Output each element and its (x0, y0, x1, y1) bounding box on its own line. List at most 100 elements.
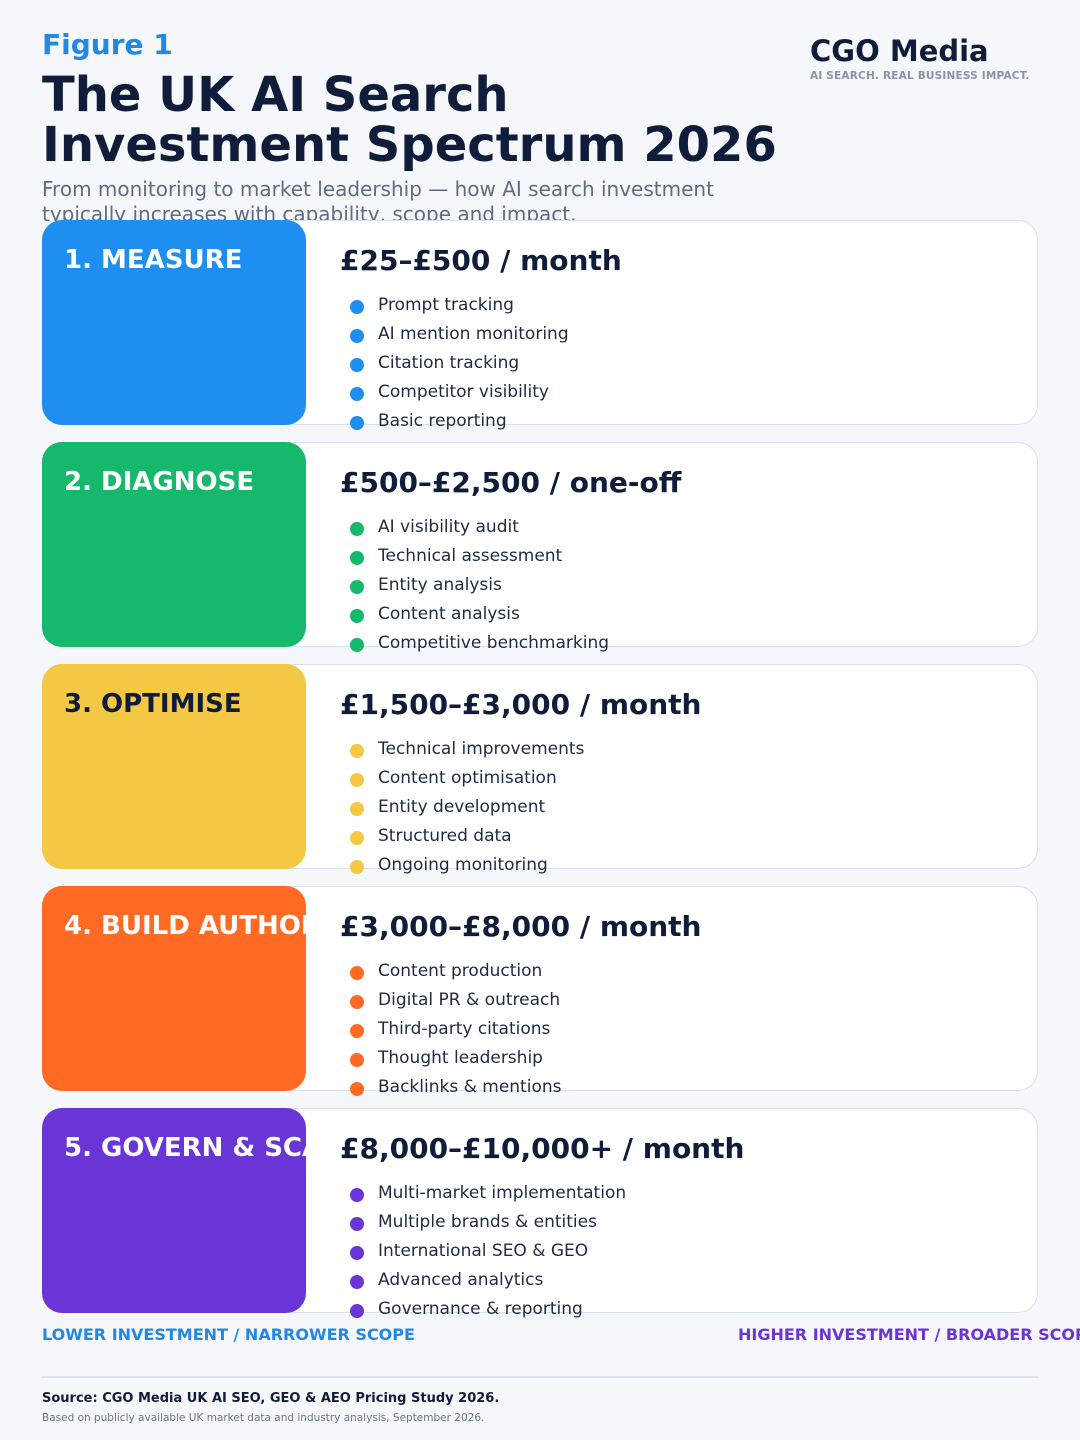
tier-feature-item: Third-party citations (350, 1014, 561, 1043)
bullet-dot-icon (350, 1023, 364, 1038)
tier-label: 1. MEASURE (64, 245, 243, 275)
bullet-dot-icon (350, 299, 364, 314)
tier-price: £25–£500 / month (340, 244, 622, 277)
tier-feature-text: Multi-market implementation (378, 1182, 627, 1203)
tier-feature-item: Advanced analytics (350, 1265, 626, 1294)
tier-price: £3,000–£8,000 / month (340, 910, 702, 943)
brand-logo: CGO Media AI SEARCH. REAL BUSINESS IMPAC… (810, 34, 1030, 82)
tier-label: 4. BUILD AUTHORITY (64, 911, 306, 941)
tier-feature-text: Entity analysis (378, 574, 502, 595)
footer-divider (42, 1376, 1038, 1378)
tier-price: £1,500–£3,000 / month (340, 688, 702, 721)
tier-feature-text: Prompt tracking (378, 294, 514, 315)
source-note: Source: CGO Media UK AI SEO, GEO & AEO P… (42, 1391, 500, 1406)
tier-feature-item: Entity analysis (350, 570, 609, 599)
tier-feature-text: Technical improvements (378, 738, 585, 759)
tier-feature-item: Prompt tracking (350, 290, 569, 319)
tier-feature-item: Competitive benchmarking (350, 628, 609, 657)
tier-feature-text: Citation tracking (378, 352, 520, 373)
scale-high-label: HIGHER INVESTMENT / BROADER SCOPE (738, 1325, 1080, 1344)
bullet-dot-icon (350, 743, 364, 758)
tier-color-tile: 1. MEASURE (42, 220, 306, 425)
bullet-dot-icon (350, 521, 364, 536)
tier-feature-item: Basic reporting (350, 406, 569, 435)
methodology-note: Based on publicly available UK market da… (42, 1412, 485, 1424)
tier-feature-text: AI mention monitoring (378, 323, 569, 344)
tier-card: 1. MEASURE £25–£500 / month Prompt trackin… (42, 220, 1038, 431)
tier-feature-item: Technical assessment (350, 541, 609, 570)
scale-low-label: LOWER INVESTMENT / NARROWER SCOPE (42, 1325, 415, 1344)
tier-feature-item: Entity development (350, 792, 584, 821)
tier-price: £8,000–£10,000+ / month (340, 1132, 745, 1165)
tier-feature-text: Third-party citations (378, 1018, 551, 1039)
tier-feature-item: Multiple brands & entities (350, 1207, 626, 1236)
tier-feature-item: Thought leadership (350, 1043, 561, 1072)
brand-tagline: AI SEARCH. REAL BUSINESS IMPACT. (810, 70, 1030, 82)
tier-feature-list: Prompt tracking AI mention monitoring Cita… (350, 290, 569, 435)
tier-card: 4. BUILD AUTHORITY £3,000–£8,000 / month C… (42, 886, 1038, 1097)
tier-feature-list: AI visibility audit Technical assessment E… (350, 512, 609, 657)
bullet-dot-icon (350, 965, 364, 980)
bullet-dot-icon (350, 1274, 364, 1289)
tier-color-tile: 2. DIAGNOSE (42, 442, 306, 647)
tier-feature-item: Ongoing monitoring (350, 850, 584, 879)
tier-feature-text: Governance & reporting (378, 1298, 583, 1319)
bullet-dot-icon (350, 1245, 364, 1260)
bullet-dot-icon (350, 1052, 364, 1067)
tier-feature-text: International SEO & GEO (378, 1240, 589, 1261)
tier-card: 5. GOVERN & SCALE £8,000–£10,000+ / month… (42, 1108, 1038, 1319)
tier-feature-text: Content production (378, 960, 543, 981)
tier-feature-text: Structured data (378, 825, 512, 846)
bullet-dot-icon (350, 1303, 364, 1318)
page-title: The UK AI Search Investment Spectrum 202… (42, 67, 777, 173)
bullet-dot-icon (350, 386, 364, 401)
bullet-dot-icon (350, 830, 364, 845)
tier-feature-text: Digital PR & outreach (378, 989, 561, 1010)
bullet-dot-icon (350, 859, 364, 874)
bullet-dot-icon (350, 579, 364, 594)
bullet-dot-icon (350, 801, 364, 816)
tier-feature-text: AI visibility audit (378, 516, 519, 537)
tier-feature-list: Technical improvements Content optimisati… (350, 734, 584, 879)
bullet-dot-icon (350, 608, 364, 623)
tier-feature-text: Basic reporting (378, 410, 507, 431)
bullet-dot-icon (350, 328, 364, 343)
tier-feature-text: Advanced analytics (378, 1269, 544, 1290)
tier-feature-text: Competitor visibility (378, 381, 549, 402)
tier-feature-text: Technical assessment (378, 545, 563, 566)
bullet-dot-icon (350, 772, 364, 787)
bullet-dot-icon (350, 637, 364, 652)
tier-feature-text: Entity development (378, 796, 546, 817)
tier-feature-text: Ongoing monitoring (378, 854, 548, 875)
bullet-dot-icon (350, 357, 364, 372)
tier-feature-item: Structured data (350, 821, 584, 850)
tier-feature-list: Multi-market implementation Multiple bran… (350, 1178, 626, 1323)
tier-feature-item: Citation tracking (350, 348, 569, 377)
bullet-dot-icon (350, 1216, 364, 1231)
tier-feature-item: Content optimisation (350, 763, 584, 792)
tier-label: 5. GOVERN & SCALE (64, 1133, 306, 1163)
bullet-dot-icon (350, 415, 364, 430)
tier-feature-item: Multi-market implementation (350, 1178, 626, 1207)
bullet-dot-icon (350, 994, 364, 1009)
tier-card: 2. DIAGNOSE £500–£2,500 / one-off AI visib… (42, 442, 1038, 653)
tier-color-tile: 3. OPTIMISE (42, 664, 306, 869)
tier-feature-item: Governance & reporting (350, 1294, 626, 1323)
bullet-dot-icon (350, 1081, 364, 1096)
tier-feature-item: Competitor visibility (350, 377, 569, 406)
tier-feature-text: Competitive benchmarking (378, 632, 610, 653)
tier-feature-item: Content production (350, 956, 561, 985)
tier-label: 2. DIAGNOSE (64, 467, 255, 497)
tier-feature-text: Content optimisation (378, 767, 557, 788)
page-subtitle: From monitoring to market leadership — h… (42, 177, 714, 221)
tier-price: £500–£2,500 / one-off (340, 466, 682, 499)
tier-color-tile: 4. BUILD AUTHORITY (42, 886, 306, 1091)
bullet-dot-icon (350, 550, 364, 565)
tier-feature-item: AI mention monitoring (350, 319, 569, 348)
tier-feature-item: Backlinks & mentions (350, 1072, 561, 1101)
tier-feature-item: International SEO & GEO (350, 1236, 626, 1265)
tier-card: 3. OPTIMISE £1,500–£3,000 / month Technica… (42, 664, 1038, 875)
tier-feature-text: Multiple brands & entities (378, 1211, 597, 1232)
tier-feature-item: Digital PR & outreach (350, 985, 561, 1014)
tier-color-tile: 5. GOVERN & SCALE (42, 1108, 306, 1313)
